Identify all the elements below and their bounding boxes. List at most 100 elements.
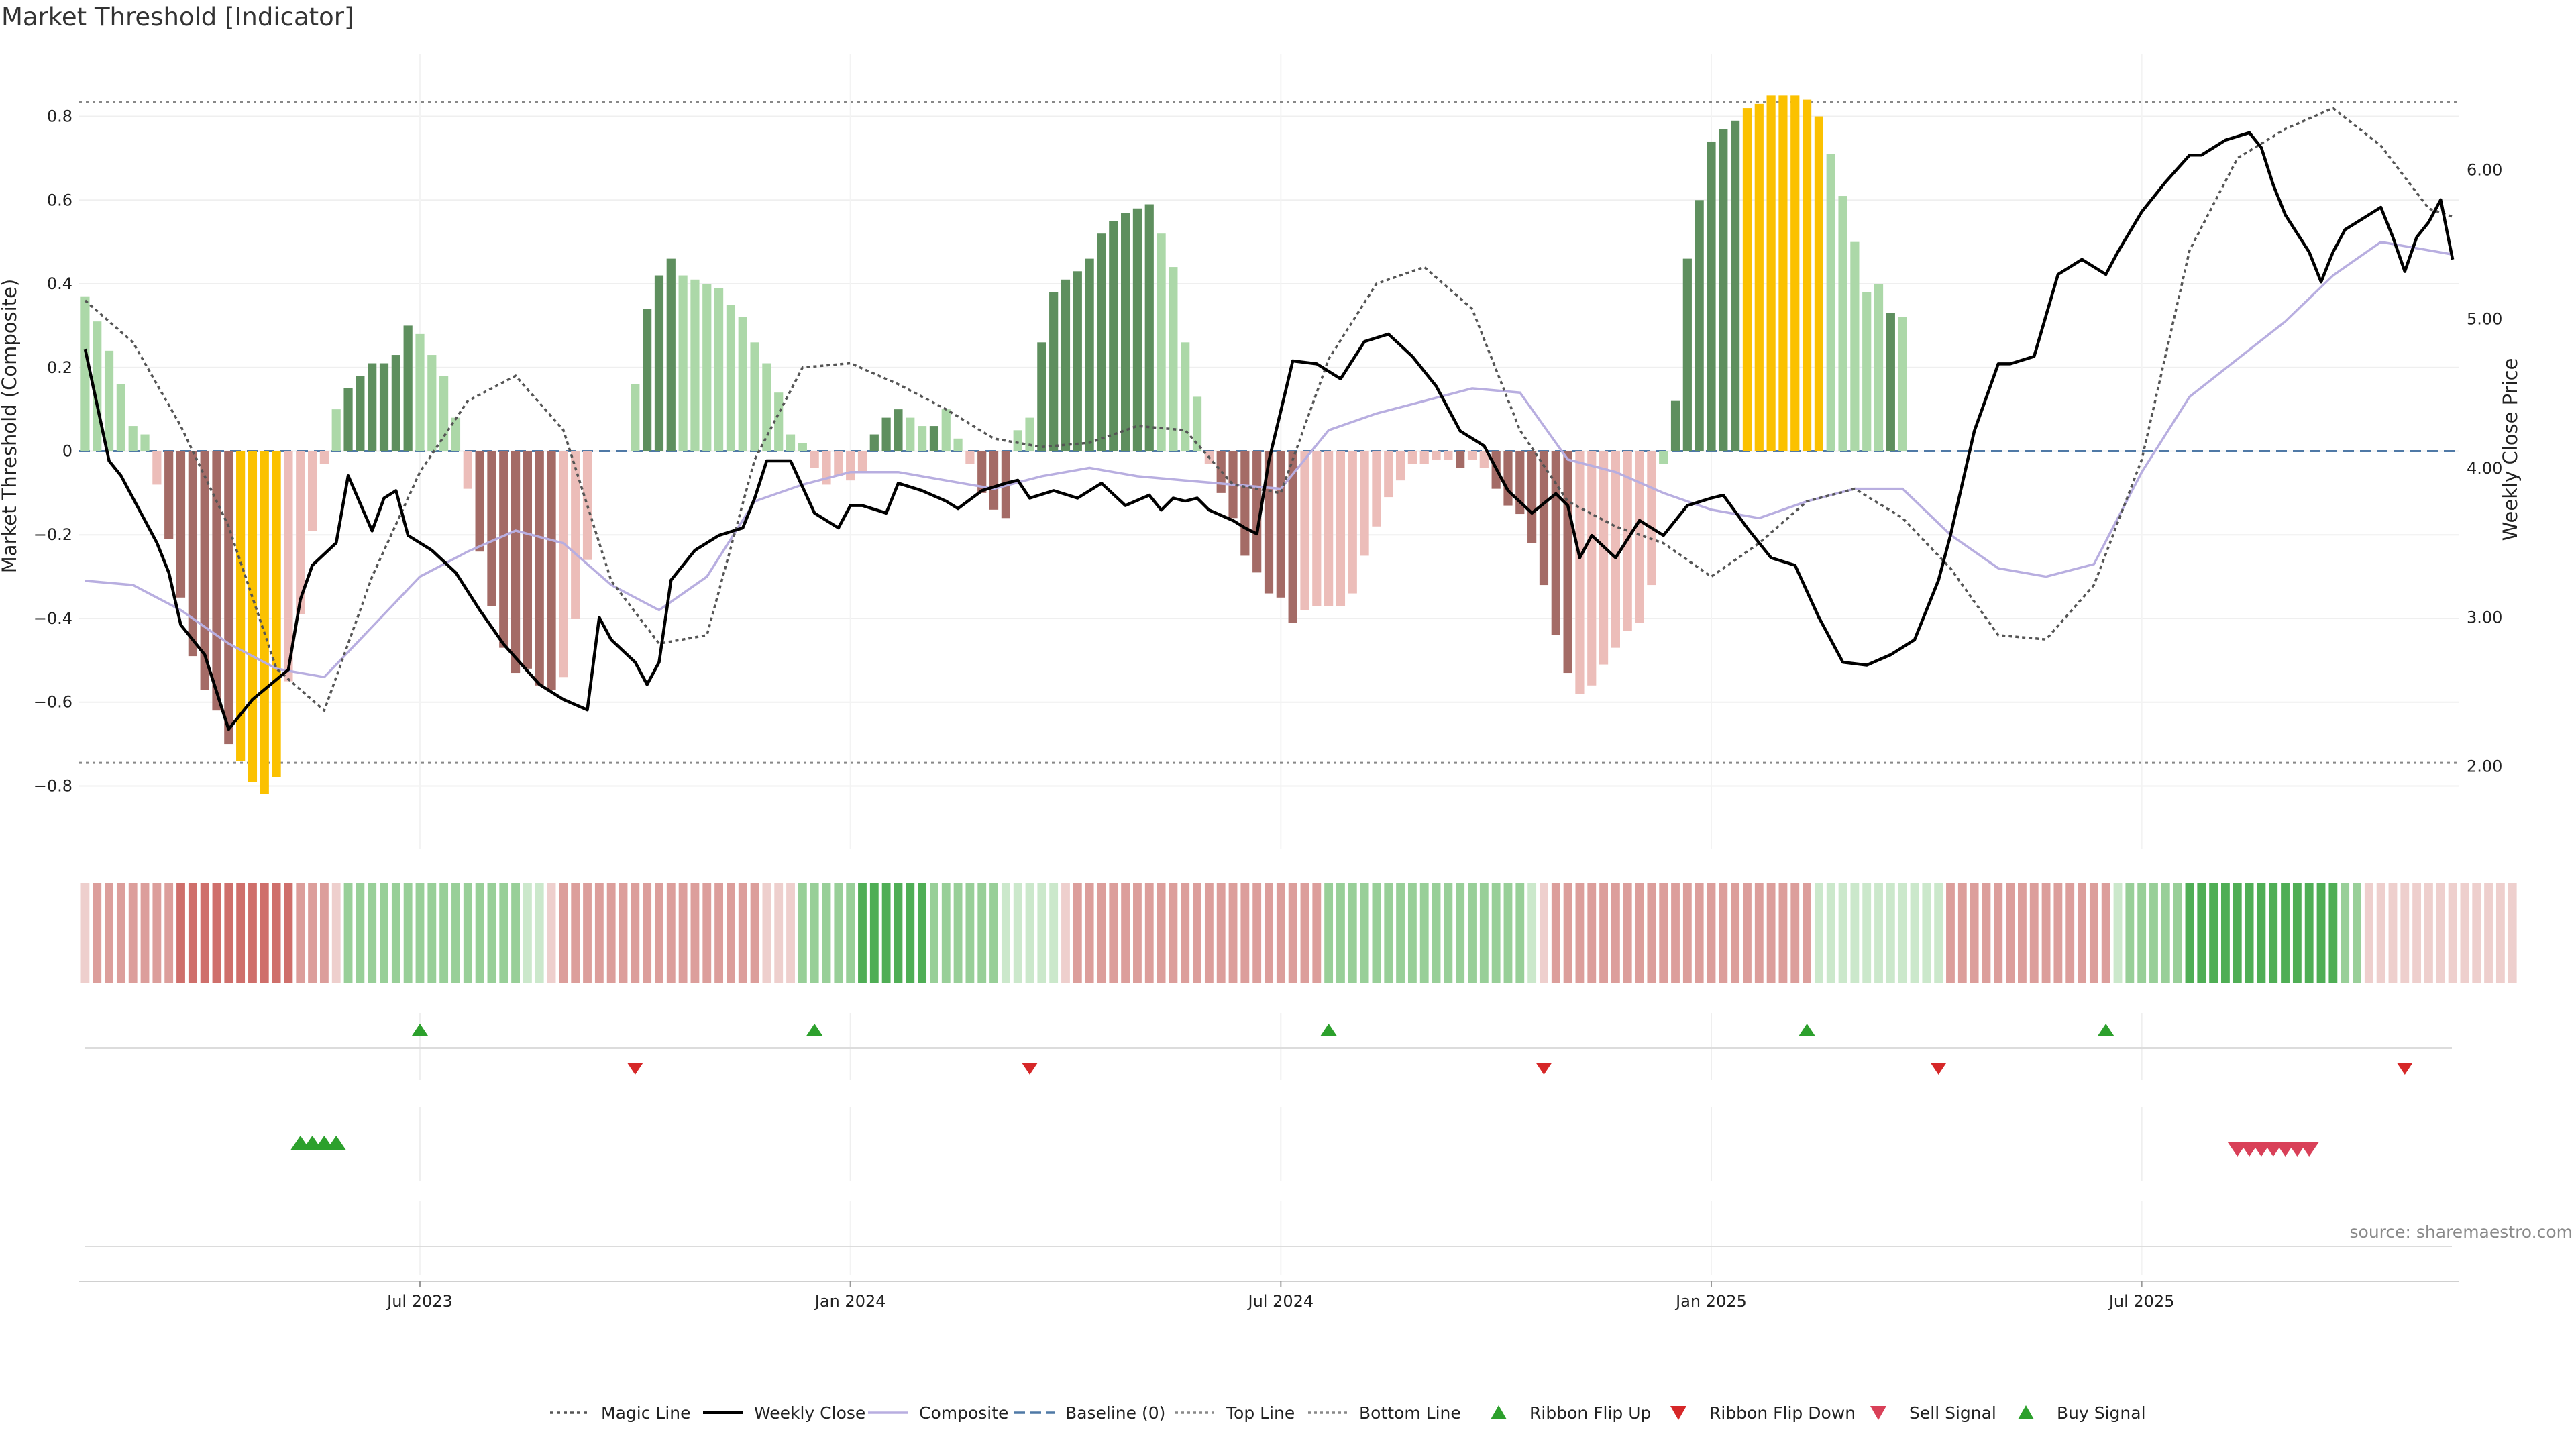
composite-bar (1467, 451, 1477, 460)
ribbon-cell (1527, 883, 1537, 983)
ribbon-cell (1982, 883, 1991, 983)
legend-swatch (1870, 1406, 1886, 1420)
ribbon-cell (475, 883, 484, 983)
ribbon-cell (1970, 883, 1979, 983)
composite-bar (571, 451, 580, 619)
ribbon-cell (762, 883, 771, 983)
legend-label: Ribbon Flip Down (1709, 1403, 1856, 1423)
ribbon-cell (2233, 883, 2242, 983)
composite-bar (1563, 451, 1572, 674)
ribbon-flip-up-marker (806, 1024, 823, 1036)
composite-bar (1372, 451, 1381, 527)
ribbon-cell (559, 883, 568, 983)
ribbon-cell (881, 883, 891, 983)
composite-bar (379, 363, 389, 451)
ribbon-cell (1946, 883, 1955, 983)
ribbon-cell (2089, 883, 2098, 983)
ribbon-cell (977, 883, 987, 983)
composite-bar (427, 355, 437, 451)
x-tick-label: Jul 2025 (2108, 1292, 2175, 1311)
ribbon-cell (2269, 883, 2278, 983)
ribbon-cell (1886, 883, 1895, 983)
ribbon-cell (1862, 883, 1872, 983)
ribbon-cell (296, 883, 305, 983)
composite-bar (1121, 213, 1130, 451)
composite-bar (403, 325, 413, 451)
left-y-tick-label: 0.2 (47, 358, 72, 377)
ribbon-cell (1515, 883, 1525, 983)
composite-bar (248, 451, 258, 782)
ribbon-cell (272, 883, 281, 983)
ribbon-strip (80, 883, 2517, 983)
ribbon-cell (463, 883, 472, 983)
ribbon-flip-down-marker (1536, 1063, 1552, 1075)
composite-bar (260, 451, 269, 794)
composite-bar (702, 284, 712, 451)
ribbon-cell (2018, 883, 2027, 983)
ribbon-cell (2149, 883, 2158, 983)
ribbon-cell (1276, 883, 1285, 983)
ribbon-cell (1419, 883, 1429, 983)
ribbon-cell (1456, 883, 1465, 983)
ribbon-cell (331, 883, 341, 983)
ribbon-cell (1360, 883, 1369, 983)
ribbon-cell (655, 883, 663, 983)
ribbon-cell (738, 883, 747, 983)
left-y-tick-label: 0.8 (47, 107, 72, 126)
ribbon-cell (2328, 883, 2338, 983)
composite-line (85, 240, 2453, 679)
ribbon-cell (1695, 883, 1704, 983)
composite-bar (1109, 221, 1118, 451)
ribbon-cell (2460, 883, 2469, 983)
buy-signal-marker (326, 1136, 347, 1150)
ribbon-cell (1204, 883, 1214, 983)
ribbon-cell (2341, 883, 2350, 983)
composite-bar (1587, 451, 1597, 686)
composite-bar (846, 451, 855, 481)
composite-bar (224, 451, 233, 745)
ribbon-cell (834, 883, 843, 983)
composite-bar (1503, 451, 1513, 506)
ribbon-cell (594, 883, 604, 983)
ribbon-cell (1491, 883, 1501, 983)
composite-bar (1802, 99, 1812, 451)
ribbon-cell (319, 883, 329, 983)
chart-title: Market Threshold [Indicator] (1, 3, 354, 32)
composite-bar (654, 275, 664, 451)
ribbon-cell (726, 883, 735, 983)
composite-bar (953, 438, 963, 451)
composite-bar (1754, 103, 1764, 451)
ribbon-flip-down-marker (1930, 1063, 1947, 1075)
ribbon-cell (2364, 883, 2373, 983)
composite-bar (463, 451, 472, 489)
left-y-tick-label: −0.4 (34, 609, 72, 628)
composite-bar (188, 451, 197, 657)
ribbon-cell (1766, 883, 1776, 983)
legend-label: Buy Signal (2057, 1403, 2146, 1423)
ribbon-cell (2388, 883, 2398, 983)
composite-bar (786, 434, 796, 451)
composite-bar (80, 296, 90, 451)
ribbon-cell (2209, 883, 2218, 983)
legend-label: Baseline (0) (1065, 1403, 1165, 1423)
ribbon-cell (93, 883, 102, 983)
composite-bar (1778, 95, 1788, 451)
composite-bar (1360, 451, 1369, 556)
composite-bar (1635, 451, 1644, 623)
ribbon-cell (869, 883, 879, 983)
ribbon-cell (403, 883, 413, 983)
ribbon-cell (1682, 883, 1692, 983)
ribbon-cell (2065, 883, 2075, 983)
ribbon-cell (1252, 883, 1262, 983)
ribbon-cell (1432, 883, 1441, 983)
ribbon-flip-up-marker (1320, 1024, 1337, 1036)
left-y-axis-label: Market Threshold (Composite) (0, 279, 21, 573)
composite-bar (104, 350, 114, 451)
ribbon-cell (451, 883, 460, 983)
ribbon-cell (1563, 883, 1572, 983)
ribbon-cell (1013, 883, 1022, 983)
composite-bar (1252, 451, 1262, 573)
ribbon-cell (1778, 883, 1788, 983)
legend: Magic Line Weekly Close Composite Baseline … (550, 1403, 2146, 1423)
